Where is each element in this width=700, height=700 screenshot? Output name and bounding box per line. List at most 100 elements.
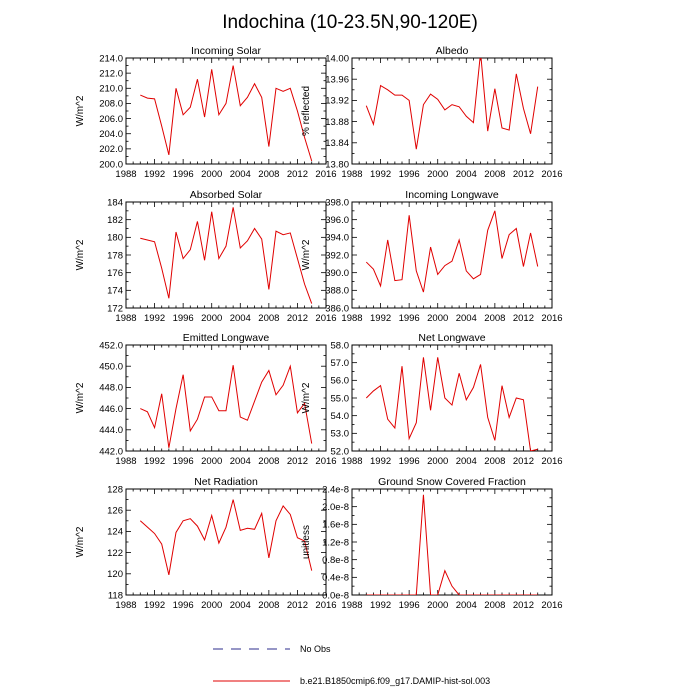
x-tick-label: 1988	[341, 456, 362, 467]
y-tick-label: 0.0e-8	[322, 590, 349, 601]
x-tick-label: 1988	[115, 600, 136, 611]
x-tick-label: 1988	[341, 313, 362, 324]
y-tick-label: 13.96	[325, 75, 349, 86]
y-tick-label: 55.0	[331, 393, 350, 404]
x-tick-label: 2016	[541, 169, 562, 180]
y-tick-label: 57.0	[331, 358, 350, 369]
series-line	[140, 364, 313, 448]
series-line	[140, 207, 313, 304]
y-tick-label: 214.0	[99, 53, 123, 64]
x-tick-label: 2008	[258, 313, 279, 324]
y-axis-label: W/m^2	[301, 382, 312, 413]
y-tick-label: 58.0	[331, 340, 350, 351]
y-axis-label: unitless	[301, 525, 312, 559]
x-tick-label: 1992	[370, 456, 391, 467]
x-tick-label: 2000	[201, 169, 222, 180]
y-tick-label: 388.0	[325, 286, 349, 297]
x-tick-label: 2000	[201, 456, 222, 467]
y-tick-label: 1.2e-8	[322, 537, 349, 548]
y-tick-label: 120	[107, 569, 123, 580]
legend: No Obs b.e21.B1850cmip6.f09_g17.DAMIP-hi…	[213, 644, 490, 686]
panel-incoming-longwave: Incoming Longwave 1988 1992 1996 2000 2004 200…	[301, 189, 563, 324]
y-tick-label: 204.0	[99, 129, 123, 140]
x-tick-label: 2012	[287, 456, 308, 467]
series-line	[140, 65, 313, 162]
y-tick-label: 53.0	[331, 429, 350, 440]
y-tick-label: 124	[107, 527, 123, 538]
y-tick-label: 446.0	[99, 404, 123, 415]
x-tick-label: 2016	[541, 313, 562, 324]
y-tick-label: 210.0	[99, 84, 123, 95]
y-axis-label: W/m^2	[301, 239, 312, 270]
series-line	[365, 58, 539, 150]
x-tick-label: 2000	[201, 600, 222, 611]
panel-ground-snow-covered-fraction: Ground Snow Covered Fraction 1988 1992 1996…	[301, 476, 563, 611]
y-tick-label: 202.0	[99, 144, 123, 155]
x-tick-label: 2016	[315, 313, 336, 324]
y-tick-label: 180	[107, 233, 123, 244]
x-tick-label: 2016	[541, 456, 562, 467]
y-tick-label: 118	[108, 590, 123, 601]
y-tick-label: 52.0	[331, 446, 350, 457]
x-tick-label: 1988	[115, 456, 136, 467]
y-tick-label: 442.0	[99, 446, 123, 457]
y-tick-label: 184	[107, 197, 123, 208]
x-tick-label: 2004	[456, 456, 477, 467]
x-tick-label: 2004	[230, 456, 251, 467]
x-tick-label: 2012	[287, 313, 308, 324]
x-tick-label: 1992	[144, 313, 165, 324]
y-tick-label: 13.84	[325, 138, 349, 149]
panel-net-longwave: Net Longwave 1988 1992 1996 2000 2004 2008 2012…	[301, 332, 563, 467]
x-tick-label: 2000	[427, 600, 448, 611]
x-tick-label: 2004	[230, 169, 251, 180]
x-tick-label: 2004	[456, 313, 477, 324]
plot-frame	[351, 57, 553, 165]
y-tick-label: 2.4e-8	[322, 484, 349, 495]
x-tick-label: 2012	[287, 169, 308, 180]
y-tick-label: 394.0	[325, 233, 349, 244]
y-tick-label: 0.4e-8	[322, 573, 349, 584]
y-tick-label: 13.80	[325, 159, 349, 170]
x-tick-label: 1996	[399, 313, 420, 324]
model-legend-label: b.e21.B1850cmip6.f09_g17.DAMIP-hist-sol.…	[300, 676, 490, 686]
y-axis-label: W/m^2	[75, 526, 86, 557]
y-tick-label: 126	[107, 506, 123, 517]
y-tick-label: 444.0	[99, 425, 123, 436]
y-tick-label: 172	[107, 303, 123, 314]
panel-grid: Incoming Solar 1988 1992 1996 2000 2004 2008 20…	[75, 45, 563, 611]
x-tick-label: 2004	[456, 600, 477, 611]
x-tick-label: 1996	[173, 169, 194, 180]
x-tick-label: 1992	[144, 169, 165, 180]
panel-title: Incoming Solar	[191, 45, 262, 57]
y-tick-label: 54.0	[331, 411, 350, 422]
x-tick-label: 2016	[541, 600, 562, 611]
x-tick-label: 2008	[484, 600, 505, 611]
panel-title: Net Longwave	[418, 332, 485, 344]
panel-title: Albedo	[436, 45, 469, 57]
x-tick-label: 1992	[144, 600, 165, 611]
no-obs-legend-label: No Obs	[300, 644, 331, 654]
x-tick-label: 1996	[399, 456, 420, 467]
y-tick-label: 452.0	[99, 340, 123, 351]
panel-absorbed-solar: Absorbed Solar 1988 1992 1996 2000 2004 2008 20…	[75, 189, 337, 324]
panel-title: Incoming Longwave	[405, 189, 499, 201]
y-axis-label: W/m^2	[75, 382, 86, 413]
x-tick-label: 1988	[115, 169, 136, 180]
y-tick-label: 212.0	[99, 68, 123, 79]
y-axis-label: W/m^2	[75, 239, 86, 270]
y-tick-label: 1.6e-8	[322, 520, 349, 531]
x-tick-label: 2004	[456, 169, 477, 180]
x-tick-label: 2016	[315, 456, 336, 467]
x-tick-label: 1988	[341, 600, 362, 611]
x-tick-label: 2008	[484, 169, 505, 180]
x-tick-label: 1996	[399, 169, 420, 180]
series-line	[366, 494, 538, 595]
x-tick-label: 2012	[513, 600, 534, 611]
x-tick-label: 2012	[513, 169, 534, 180]
y-axis-label: W/m^2	[75, 95, 86, 126]
y-tick-label: 128	[107, 484, 123, 495]
x-tick-label: 2012	[513, 313, 534, 324]
y-tick-label: 386.0	[325, 303, 349, 314]
y-tick-label: 390.0	[325, 268, 349, 279]
